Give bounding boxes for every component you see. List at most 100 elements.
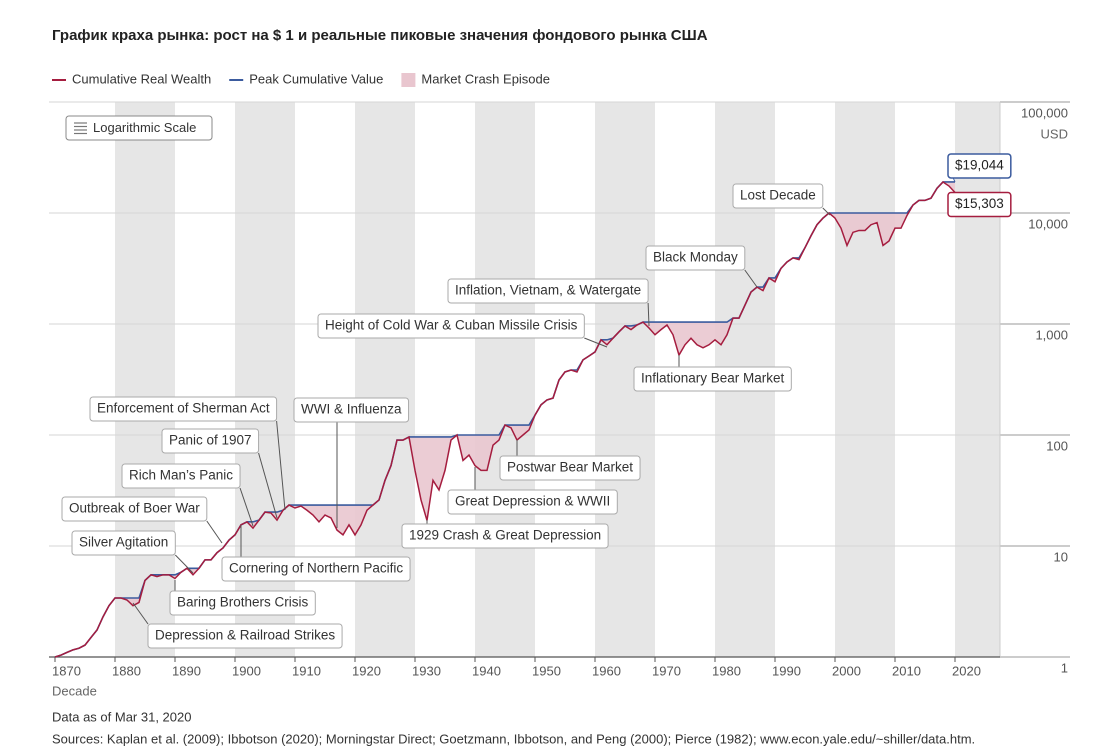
annotation: Great Depression & WWII xyxy=(447,467,618,515)
y-tick-label: 100,000 xyxy=(1021,105,1068,120)
annotation-text: Postwar Bear Market xyxy=(507,460,633,475)
annotation-leader xyxy=(206,520,223,544)
annotation-box xyxy=(499,455,641,481)
x-tick-label: 2010 xyxy=(892,663,921,678)
annotation-box xyxy=(121,463,241,489)
x-tick-label: 1880 xyxy=(112,663,141,678)
x-tick-label: 1980 xyxy=(712,663,741,678)
x-tick-label: 1870 xyxy=(52,663,81,678)
annotation: Inflationary Bear Market xyxy=(633,355,792,392)
annotation-text: Baring Brothers Crisis xyxy=(177,595,309,610)
annotation-leader xyxy=(174,554,194,574)
annotation: Panic of 1907 xyxy=(161,428,278,519)
x-tick-label: 1920 xyxy=(352,663,381,678)
annotation-text: WWI & Influenza xyxy=(301,402,402,417)
final-label: $15,303 xyxy=(955,196,1004,211)
annotation: Height of Cold War & Cuban Missile Crisi… xyxy=(317,313,608,348)
annotation: Outbreak of Boer War xyxy=(61,496,223,544)
x-tick-label: 2000 xyxy=(832,663,861,678)
y-tick-label: 1,000 xyxy=(1035,327,1068,342)
annotation-box xyxy=(447,489,618,515)
annotation-box xyxy=(401,523,609,549)
annotation-leader xyxy=(584,337,608,348)
y-tick-label: 10 xyxy=(1054,549,1068,564)
annotation-text: Inflation, Vietnam, & Watergate xyxy=(455,283,641,298)
badge-icon xyxy=(74,122,87,135)
final-box xyxy=(947,153,1012,179)
annotation-text: Height of Cold War & Cuban Missile Crisi… xyxy=(325,318,578,333)
annotation: WWI & Influenza xyxy=(293,397,410,528)
decade-band xyxy=(115,102,175,657)
annotation-box xyxy=(447,278,649,304)
annotation-text: Great Depression & WWII xyxy=(455,494,610,509)
sources: Sources: Kaplan et al. (2009); Ibbotson … xyxy=(52,731,975,746)
annotation-leader xyxy=(647,302,650,327)
legend-swatch xyxy=(401,73,416,87)
annotation-box xyxy=(71,530,176,556)
annotation-text: Rich Man’s Panic xyxy=(129,468,233,483)
annotation: Baring Brothers Crisis xyxy=(169,580,316,616)
x-tick-label: 1890 xyxy=(172,663,201,678)
x-tick-label: 1950 xyxy=(532,663,561,678)
x-axis-label: Decade xyxy=(52,683,97,698)
annotation-box xyxy=(633,366,792,392)
y-unit: USD xyxy=(1041,126,1068,141)
x-tick-label: 1960 xyxy=(592,663,621,678)
annotation-text: 1929 Crash & Great Depression xyxy=(409,528,601,543)
scale-badge: Logarithmic Scale xyxy=(65,115,213,141)
decade-band xyxy=(955,102,1000,657)
annotation-text: Black Monday xyxy=(653,250,738,265)
annotation-leader xyxy=(132,602,149,625)
y-tick-label: 1 xyxy=(1061,660,1068,675)
note: Data as of Mar 31, 2020 xyxy=(52,709,191,724)
decade-band xyxy=(835,102,895,657)
annotation-leader xyxy=(822,207,831,216)
annotation-box xyxy=(89,396,278,422)
annotation: Enforcement of Sherman Act xyxy=(89,396,286,511)
x-tick-label: 2020 xyxy=(952,663,981,678)
annotation-text: Inflationary Bear Market xyxy=(641,371,785,386)
x-tick-label: 1900 xyxy=(232,663,261,678)
annotation: Inflation, Vietnam, & Watergate xyxy=(447,278,650,327)
legend-label: Peak Cumulative Value xyxy=(249,71,383,86)
annotation: Rich Man’s Panic xyxy=(121,463,254,527)
annotation-layer: Cumulative Real Wealth Peak Cumulative Va… xyxy=(52,71,1012,649)
annotation-text: Panic of 1907 xyxy=(169,433,252,448)
annotation-text: Lost Decade xyxy=(740,188,816,203)
annotation-box xyxy=(161,428,260,454)
y-tick-label: 10,000 xyxy=(1028,216,1068,231)
annotation-text: Cornering of Northern Pacific xyxy=(229,561,403,576)
annotation-box xyxy=(317,313,585,339)
x-tick-label: 1930 xyxy=(412,663,441,678)
annotation-leader xyxy=(239,487,254,527)
annotation: Postwar Bear Market xyxy=(499,440,641,481)
badge-box xyxy=(65,115,213,141)
annotation-leader xyxy=(276,420,286,511)
annotation: 1929 Crash & Great Depression xyxy=(401,520,609,549)
annotation: Depression & Railroad Strikes xyxy=(132,602,343,649)
annotation-text: Outbreak of Boer War xyxy=(69,501,200,516)
annotation: Cornering of Northern Pacific xyxy=(221,525,411,582)
badge-text: Logarithmic Scale xyxy=(93,120,196,135)
annotation-leader xyxy=(744,269,758,288)
chart-title: График краха рынка: рост на $ 1 и реальн… xyxy=(52,27,708,44)
x-tick-label: 1910 xyxy=(292,663,321,678)
annotation-box xyxy=(169,590,316,616)
annotation: Black Monday xyxy=(645,245,758,288)
x-tick-label: 1940 xyxy=(472,663,501,678)
annotation-box xyxy=(61,496,208,522)
x-tick-label: 1970 xyxy=(652,663,681,678)
final-label: $19,044 xyxy=(955,158,1004,173)
series-line xyxy=(54,180,956,658)
decade-band xyxy=(475,102,535,657)
annotation-box xyxy=(645,245,746,271)
data-layer xyxy=(54,180,956,658)
annotation: Lost Decade xyxy=(732,183,831,216)
annotation-box xyxy=(732,183,824,209)
annotation-text: Enforcement of Sherman Act xyxy=(97,401,270,416)
legend-label: Cumulative Real Wealth xyxy=(72,71,211,86)
legend-label: Market Crash Episode xyxy=(421,71,550,86)
y-tick-label: 100 xyxy=(1046,438,1068,453)
annotation-leader xyxy=(258,452,278,519)
